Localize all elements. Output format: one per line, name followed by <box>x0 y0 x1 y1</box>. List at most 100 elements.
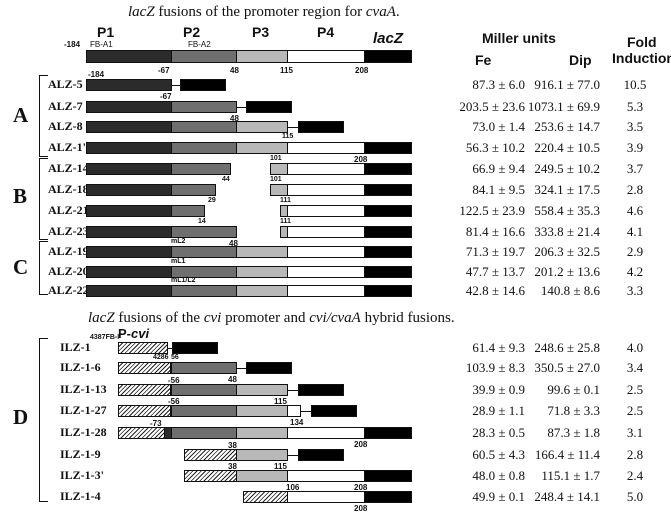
seg-lacz <box>364 285 412 297</box>
construct-name: ALZ-8 <box>48 119 83 133</box>
fe-value: 81.4 ± 16.6 <box>465 224 525 239</box>
fe-value: 39.9 ± 0.9 <box>472 382 525 397</box>
ilz-1-3prime-label-start: 38 <box>228 462 237 471</box>
construct-name: ALZ-18 <box>48 182 89 196</box>
seg-cvi <box>184 449 237 461</box>
construct-name: ALZ-7 <box>48 99 83 113</box>
bracket-b <box>39 158 48 240</box>
seg-p4 <box>287 491 365 503</box>
fe-value: 203.5 ± 23.6 <box>459 99 525 114</box>
seg-p2 <box>171 285 237 297</box>
title2-text3: hybrid fusions. <box>360 310 455 326</box>
seg-p3 <box>270 163 288 175</box>
seg-lacz <box>298 121 344 133</box>
seg-p4 <box>287 427 365 439</box>
header-fe: Fe <box>475 52 492 68</box>
seg-p2 <box>171 142 237 154</box>
label-lacz: lacZ <box>373 30 404 47</box>
seg-p4 <box>287 184 365 196</box>
construct-name: ILZ-1-13 <box>60 382 107 396</box>
fold-induction-value: 5.0 <box>626 489 644 504</box>
alz-14-label-start: 101 <box>270 155 282 162</box>
seg-p2 <box>171 427 237 439</box>
seg-p2 <box>171 121 237 133</box>
seg-p4 <box>287 226 365 238</box>
group-d-label: D <box>13 405 29 429</box>
linker <box>288 127 298 128</box>
label-fbi: 4387FB-I <box>90 334 120 341</box>
construct-name: ILZ-1-28 <box>60 425 107 439</box>
alz-20-mutation-label: mL1 <box>171 258 186 265</box>
seg-lacz <box>172 342 218 354</box>
seg-p1 <box>86 163 172 175</box>
ilz-1-3prime-label-end: 208 <box>354 483 368 492</box>
dip-value: 248.4 ± 14.1 <box>534 489 600 504</box>
seg-lacz <box>364 226 412 238</box>
seg-lacz <box>364 470 412 482</box>
map-p4 <box>287 50 365 63</box>
seg-cvi <box>118 342 168 354</box>
figure-title-bottom: lacZ fusions of the cvi promoter and cvi… <box>88 310 455 327</box>
fe-value: 73.0 ± 1.4 <box>472 119 525 134</box>
construct-name: ALZ-5 <box>48 77 83 91</box>
dip-value: 115.1 ± 1.7 <box>541 468 600 483</box>
fe-value: 28.9 ± 1.1 <box>472 403 525 418</box>
seg-p2 <box>171 405 237 417</box>
dip-value: 350.5 ± 27.0 <box>534 360 600 375</box>
fe-value: 61.4 ± 9.3 <box>472 340 525 355</box>
fold-induction-value: 4.2 <box>626 264 644 279</box>
label-pos-m184: -184 <box>64 40 81 49</box>
seg-cvi <box>118 384 171 396</box>
bracket-d <box>39 338 48 502</box>
fold-induction-value: 10.5 <box>623 77 647 92</box>
seg-p2 <box>171 184 216 196</box>
group-a-label: A <box>13 103 29 127</box>
fe-value: 84.1 ± 9.5 <box>472 182 525 197</box>
alz-5-label-start: -184 <box>88 70 105 79</box>
alz-8-label: 115 <box>282 133 294 140</box>
fold-induction-value: 5.3 <box>626 99 644 114</box>
fold-induction-value: 2.8 <box>626 182 644 197</box>
seg-p4 <box>287 142 365 154</box>
linker <box>172 85 180 86</box>
label-p4: P4 <box>317 24 335 40</box>
seg-p3 <box>236 285 288 297</box>
ilz-1-28-label-end: 208 <box>354 440 368 449</box>
label-p1: P1 <box>97 24 115 40</box>
seg-p2 <box>171 205 205 217</box>
fold-induction-value: 3.7 <box>626 161 644 176</box>
seg-p3 <box>236 427 288 439</box>
construct-name: ILZ-1-6 <box>60 360 101 374</box>
bracket-a <box>39 75 48 157</box>
fold-induction-value: 2.8 <box>626 447 644 462</box>
alz-18-label-end: 29 <box>208 197 216 204</box>
seg-lacz <box>364 184 412 196</box>
title2-text2: promoter and <box>221 310 310 326</box>
seg-p4 <box>287 163 365 175</box>
seg-p1 <box>86 205 172 217</box>
fe-value: 103.9 ± 8.3 <box>465 360 525 375</box>
ilz-1-6-label-end: 48 <box>228 375 237 384</box>
dip-value: 1073.1 ± 69.9 <box>527 99 600 114</box>
dip-value: 248.6 ± 25.8 <box>534 340 600 355</box>
seg-p1 <box>86 121 172 133</box>
ilz-1-9-label-start: 38 <box>228 441 237 450</box>
seg-p1 <box>86 79 172 91</box>
linker <box>288 455 298 456</box>
dip-value: 558.4 ± 35.3 <box>534 203 600 218</box>
construct-name: ILZ-1 <box>60 340 91 354</box>
ilz-1-4-label-end: 208 <box>354 504 368 513</box>
fe-value: 47.7 ± 13.7 <box>465 264 525 279</box>
construct-name: ILZ-1-27 <box>60 403 107 417</box>
dip-value: 249.5 ± 10.2 <box>534 161 600 176</box>
header-induction: Induction <box>612 50 671 66</box>
fold-induction-value: 3.9 <box>626 140 644 155</box>
ilz-1-4-label-start: 106 <box>286 483 300 492</box>
seg-cvi <box>243 491 288 503</box>
seg-cvi <box>118 405 171 417</box>
dip-value: 166.4 ± 11.4 <box>534 447 600 462</box>
group-c-label: C <box>13 255 29 279</box>
fe-value: 60.5 ± 4.3 <box>472 447 525 462</box>
ilz-1-13-label-end: 115 <box>274 397 287 406</box>
fold-induction-value: 2.5 <box>626 403 644 418</box>
